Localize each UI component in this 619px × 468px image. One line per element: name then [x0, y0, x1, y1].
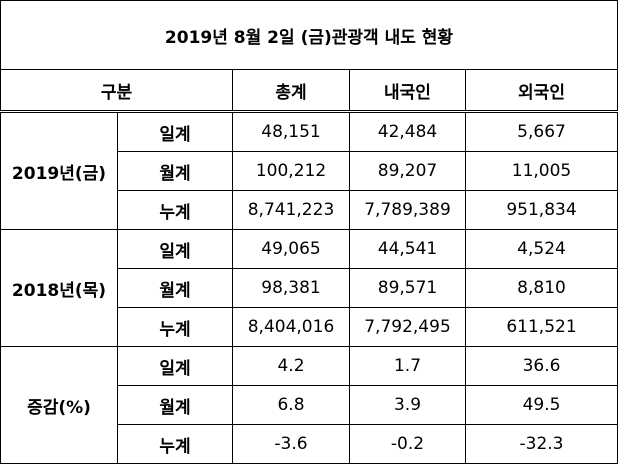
- row-label: 일계: [117, 229, 233, 269]
- value-cell: 611,521: [464, 307, 619, 347]
- table-row: 누계 8,404,016 7,792,495 611,521: [1, 307, 619, 347]
- table-row: 2019년(금) 일계 48,151 42,484 5,667: [0, 111, 619, 230]
- row-label: 일계: [117, 111, 233, 152]
- value-cell: 100,212: [232, 151, 350, 191]
- value-cell: -0.2: [349, 424, 466, 464]
- value-cell: 4,524: [464, 229, 619, 269]
- table-row: 월계 98,381 89,571 8,810: [1, 268, 619, 308]
- header-cell: 총계: [232, 69, 350, 113]
- value-cell: 4.2: [232, 346, 350, 386]
- value-cell: 8,404,016: [232, 307, 350, 347]
- header-cell: 외국인: [464, 69, 619, 113]
- value-cell: 951,834: [464, 190, 619, 230]
- header-cell: 내국인: [349, 69, 466, 113]
- row-label: 누계: [117, 307, 233, 347]
- value-cell: -32.3: [464, 424, 619, 464]
- row-label: 일계: [117, 346, 233, 386]
- value-cell: 49,065: [232, 229, 350, 269]
- table-row: 월계 6.8 3.9 49.5: [1, 385, 619, 425]
- value-cell: 6.8: [232, 385, 350, 425]
- group-label: 증감(%): [0, 346, 118, 464]
- group-label: 2019년(금): [0, 111, 118, 230]
- table-row: 증감(%) 일계 4.2 1.7 36.6: [0, 346, 619, 464]
- row-label: 월계: [117, 268, 233, 308]
- value-cell: 7,789,389: [349, 190, 466, 230]
- value-cell: 11,005: [464, 151, 619, 191]
- table-row: 월계 100,212 89,207 11,005: [1, 151, 619, 191]
- value-cell: 44,541: [349, 229, 466, 269]
- value-cell: 5,667: [464, 111, 619, 152]
- row-label: 누계: [117, 190, 233, 230]
- value-cell: 8,810: [464, 268, 619, 308]
- value-cell: 49.5: [464, 385, 619, 425]
- table-title: 2019년 8월 2일 (금)관광객 내도 현황: [0, 0, 619, 70]
- table-row: 2018년(목) 일계 49,065 44,541 4,524: [0, 229, 619, 347]
- value-cell: 7,792,495: [349, 307, 466, 347]
- row-label: 월계: [117, 151, 233, 191]
- value-cell: 36.6: [464, 346, 619, 386]
- table-row: 구분 총계 내국인 외국인: [0, 69, 619, 113]
- table-row: 누계 -3.6 -0.2 -32.3: [1, 424, 619, 464]
- value-cell: 48,151: [232, 111, 350, 152]
- row-label: 누계: [117, 424, 233, 464]
- value-cell: 8,741,223: [232, 190, 350, 230]
- row-label: 월계: [117, 385, 233, 425]
- value-cell: 3.9: [349, 385, 466, 425]
- value-cell: 98,381: [232, 268, 350, 308]
- value-cell: 1.7: [349, 346, 466, 386]
- value-cell: 89,207: [349, 151, 466, 191]
- value-cell: 89,571: [349, 268, 466, 308]
- value-cell: 42,484: [349, 111, 466, 152]
- group-label: 2018년(목): [0, 229, 118, 347]
- header-cell: 구분: [0, 69, 233, 113]
- table-row: 누계 8,741,223 7,789,389 951,834: [1, 190, 619, 230]
- value-cell: -3.6: [232, 424, 350, 464]
